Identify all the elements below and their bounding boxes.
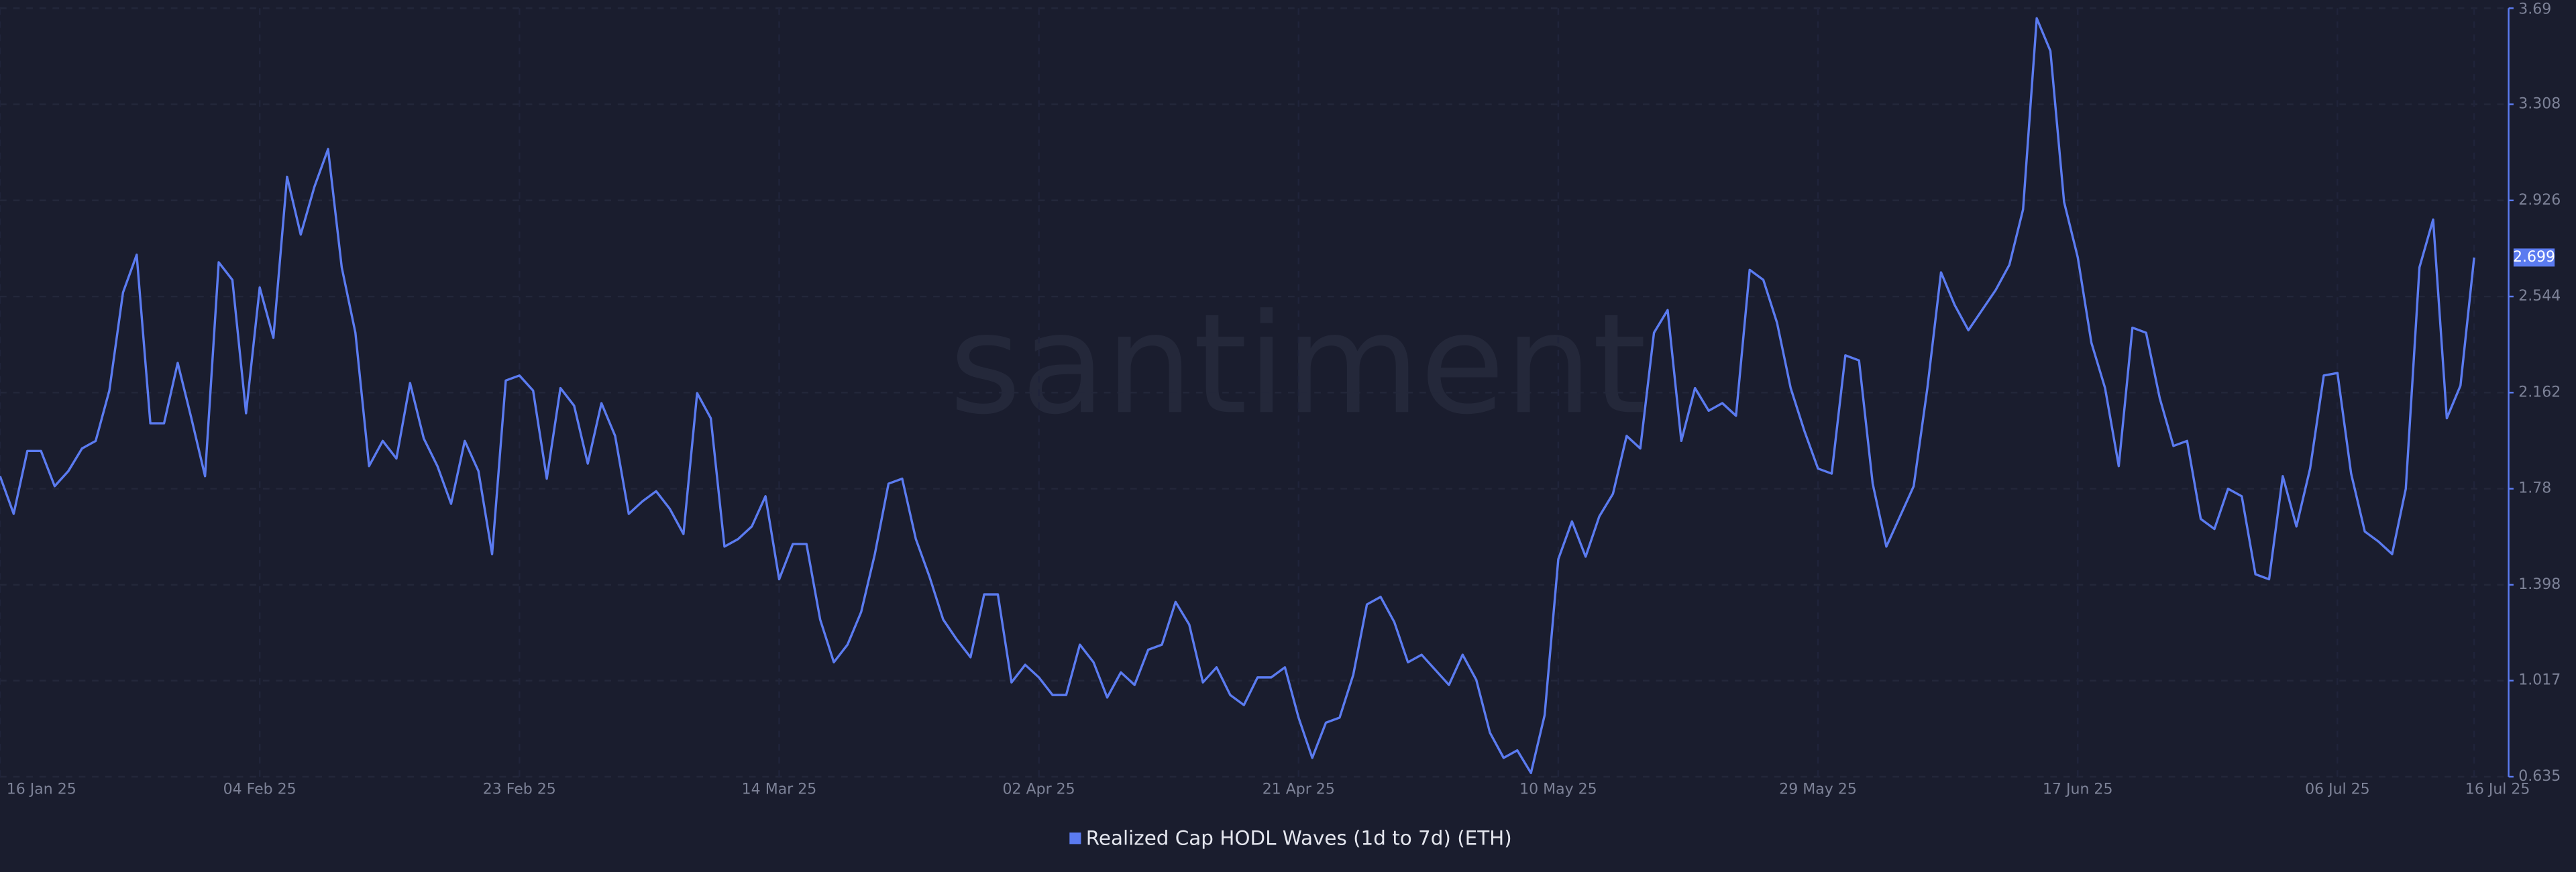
last-value-badge [2513, 248, 2555, 267]
y-tick-label: 1.398 [2518, 576, 2561, 593]
y-tick-label: 2.162 [2518, 384, 2561, 400]
legend-swatch [1069, 832, 1081, 844]
series-line [0, 17, 2475, 775]
x-tick-label: 23 Feb 25 [483, 781, 556, 798]
y-tick-label: 3.69 [2518, 1, 2551, 18]
x-tick-label: 04 Feb 25 [223, 781, 297, 798]
y-tick-label: 1.78 [2518, 480, 2551, 497]
y-tick-label: 0.635 [2518, 768, 2561, 785]
y-tick-label: 2.926 [2518, 192, 2561, 209]
x-tick-label: 02 Apr 25 [1003, 781, 1075, 798]
y-tick-label: 1.017 [2518, 672, 2561, 689]
x-tick-label: 16 Jan 25 [7, 781, 76, 798]
x-tick-label: 17 Jun 25 [2043, 781, 2112, 798]
x-tick-label: 10 May 25 [1519, 781, 1597, 798]
y-tick-label: 3.308 [2518, 96, 2561, 113]
x-tick-label: 16 Jul 25 [2465, 781, 2530, 798]
legend-label: Realized Cap HODL Waves (1d to 7d) (ETH) [1086, 827, 1512, 850]
y-tick-label: 2.544 [2518, 288, 2561, 305]
x-tick-label: 14 Mar 25 [742, 781, 817, 798]
last-value-label: 2.699 [2513, 249, 2555, 266]
x-tick-label: 21 Apr 25 [1263, 781, 1335, 798]
x-tick-label: 06 Jul 25 [2305, 781, 2370, 798]
x-tick-label: 29 May 25 [1779, 781, 1857, 798]
